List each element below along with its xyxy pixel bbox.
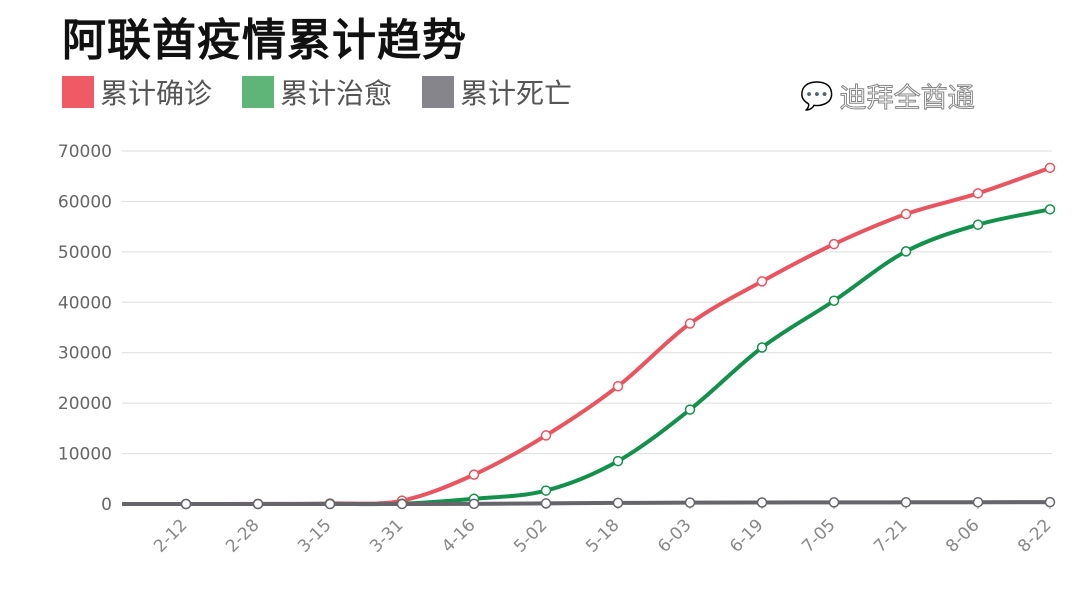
legend: 累计确诊 累计治愈 累计死亡: [62, 72, 572, 112]
data-point: [540, 485, 552, 496]
y-tick-label: 20000: [58, 394, 112, 414]
legend-item-recovered[interactable]: 累计治愈: [242, 72, 392, 112]
data-point: [1044, 204, 1056, 215]
data-point: [972, 219, 984, 230]
y-tick-label: 10000: [58, 445, 112, 465]
watermark-text: 迪拜全酋通: [839, 83, 975, 115]
data-point: [540, 498, 552, 509]
data-point: [684, 318, 696, 329]
x-tick-label: 6-03: [654, 515, 695, 556]
data-point: [972, 496, 984, 508]
data-point: [540, 430, 552, 441]
data-point: [324, 498, 336, 510]
x-tick-label: 2-12: [150, 515, 191, 556]
data-point: [900, 246, 912, 257]
data-point: [828, 238, 840, 250]
data-point: [180, 498, 192, 510]
legend-swatch: [62, 76, 94, 108]
legend-label: 累计确诊: [100, 77, 213, 110]
data-point: [828, 497, 840, 508]
data-point: [468, 498, 480, 510]
x-tick-label: 3-31: [366, 515, 407, 556]
data-point: [684, 497, 696, 508]
watermark: 💬 迪拜全酋通: [800, 76, 975, 115]
x-tick-label: 7-21: [870, 515, 911, 556]
data-point: [612, 497, 624, 509]
data-point: [396, 498, 408, 510]
legend-label: 累计治愈: [280, 77, 393, 110]
legend-swatch: [242, 76, 275, 108]
data-point: [828, 295, 840, 306]
legend-label: 累计死亡: [460, 77, 573, 110]
legend-swatch: [422, 76, 455, 108]
x-tick-label: 5-18: [582, 515, 623, 556]
x-tick-label: 2-28: [222, 515, 263, 556]
x-tick-label: 8-06: [942, 515, 983, 556]
data-point: [252, 498, 264, 510]
x-tick-label: 3-15: [294, 515, 335, 556]
y-tick-label: 60000: [58, 192, 112, 212]
x-tick-label: 7-05: [798, 515, 839, 556]
series-line-2: [122, 500, 1051, 507]
data-point: [756, 497, 768, 508]
data-point: [756, 276, 768, 287]
data-point: [684, 404, 696, 415]
x-tick-label: 4-16: [438, 515, 479, 556]
data-point: [612, 455, 624, 467]
data-point: [1044, 162, 1056, 174]
y-tick-label: 50000: [58, 243, 112, 263]
y-tick-label: 30000: [58, 344, 112, 364]
x-tick-label: 8-22: [1014, 515, 1055, 556]
x-tick-label: 6-19: [726, 515, 767, 556]
legend-item-confirmed[interactable]: 累计确诊: [62, 72, 212, 112]
legend-item-deaths[interactable]: 累计死亡: [422, 72, 572, 112]
wechat-icon: 💬: [800, 80, 834, 112]
y-tick-label: 0: [101, 495, 112, 515]
data-point: [756, 342, 768, 353]
chart-title: 阿联酋疫情累计趋势: [62, 15, 467, 66]
data-point: [612, 380, 624, 392]
data-point: [972, 188, 984, 199]
series-line-1: [121, 207, 1051, 507]
data-point: [900, 208, 912, 220]
data-point: [468, 469, 480, 480]
y-tick-label: 70000: [58, 142, 112, 162]
y-tick-label: 40000: [58, 293, 112, 313]
data-point: [1044, 496, 1056, 508]
data-point: [900, 497, 912, 508]
x-tick-label: 5-02: [510, 515, 551, 556]
